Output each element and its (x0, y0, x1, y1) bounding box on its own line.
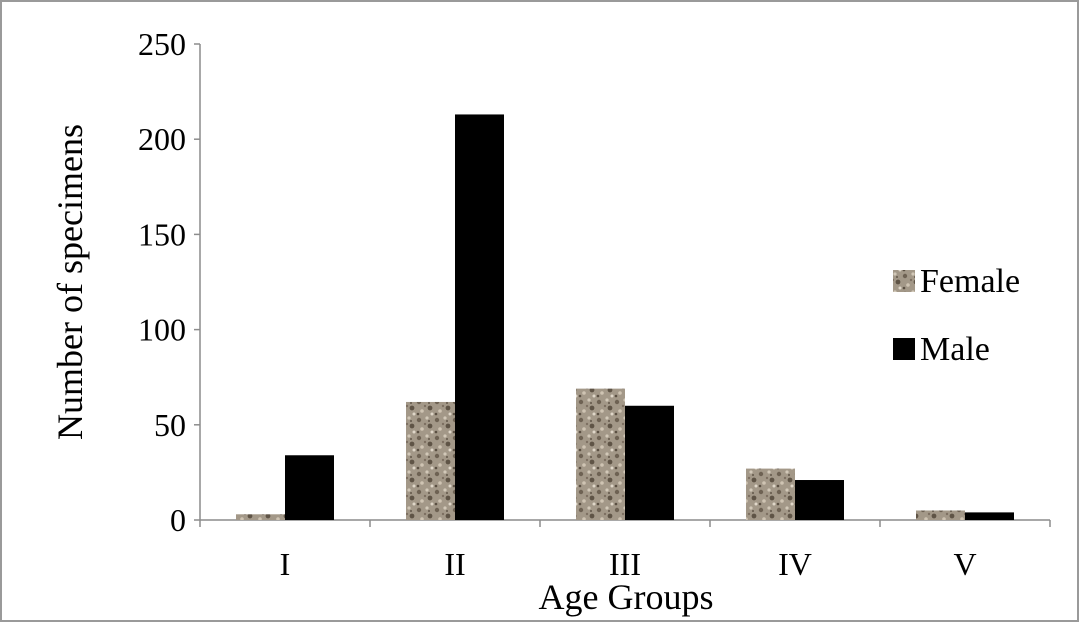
y-tick-label: 100 (138, 312, 186, 348)
bar-male-ii (455, 114, 504, 520)
x-tick-label: II (444, 546, 465, 582)
x-tick-label: I (280, 546, 291, 582)
y-tick-label: 150 (138, 216, 186, 252)
y-tick-label: 0 (170, 502, 186, 538)
legend-swatch-male (893, 338, 915, 360)
legend-label-female: Female (920, 263, 1020, 300)
x-tick-label: IV (778, 546, 812, 582)
bar-female-iv (746, 468, 795, 520)
bar-female-i (236, 514, 285, 520)
bar-male-i (285, 455, 334, 520)
y-tick-label: 250 (138, 26, 186, 62)
legend-swatch-female (893, 270, 915, 292)
x-axis-title: Age Groups (539, 577, 714, 617)
y-tick-label: 200 (138, 121, 186, 157)
bar-male-v (965, 512, 1014, 520)
legend-label-male: Male (920, 331, 990, 368)
bar-female-iii (576, 388, 625, 520)
bar-male-iv (795, 480, 844, 520)
x-tick-label: III (609, 546, 641, 582)
bar-female-v (916, 510, 965, 520)
bar-female-ii (406, 401, 455, 520)
bar-male-iii (625, 405, 674, 520)
x-tick-label: V (953, 546, 976, 582)
legend: Female Male (893, 263, 1020, 368)
y-tick-label: 50 (154, 407, 186, 443)
y-axis-title: Number of specimens (50, 124, 90, 440)
